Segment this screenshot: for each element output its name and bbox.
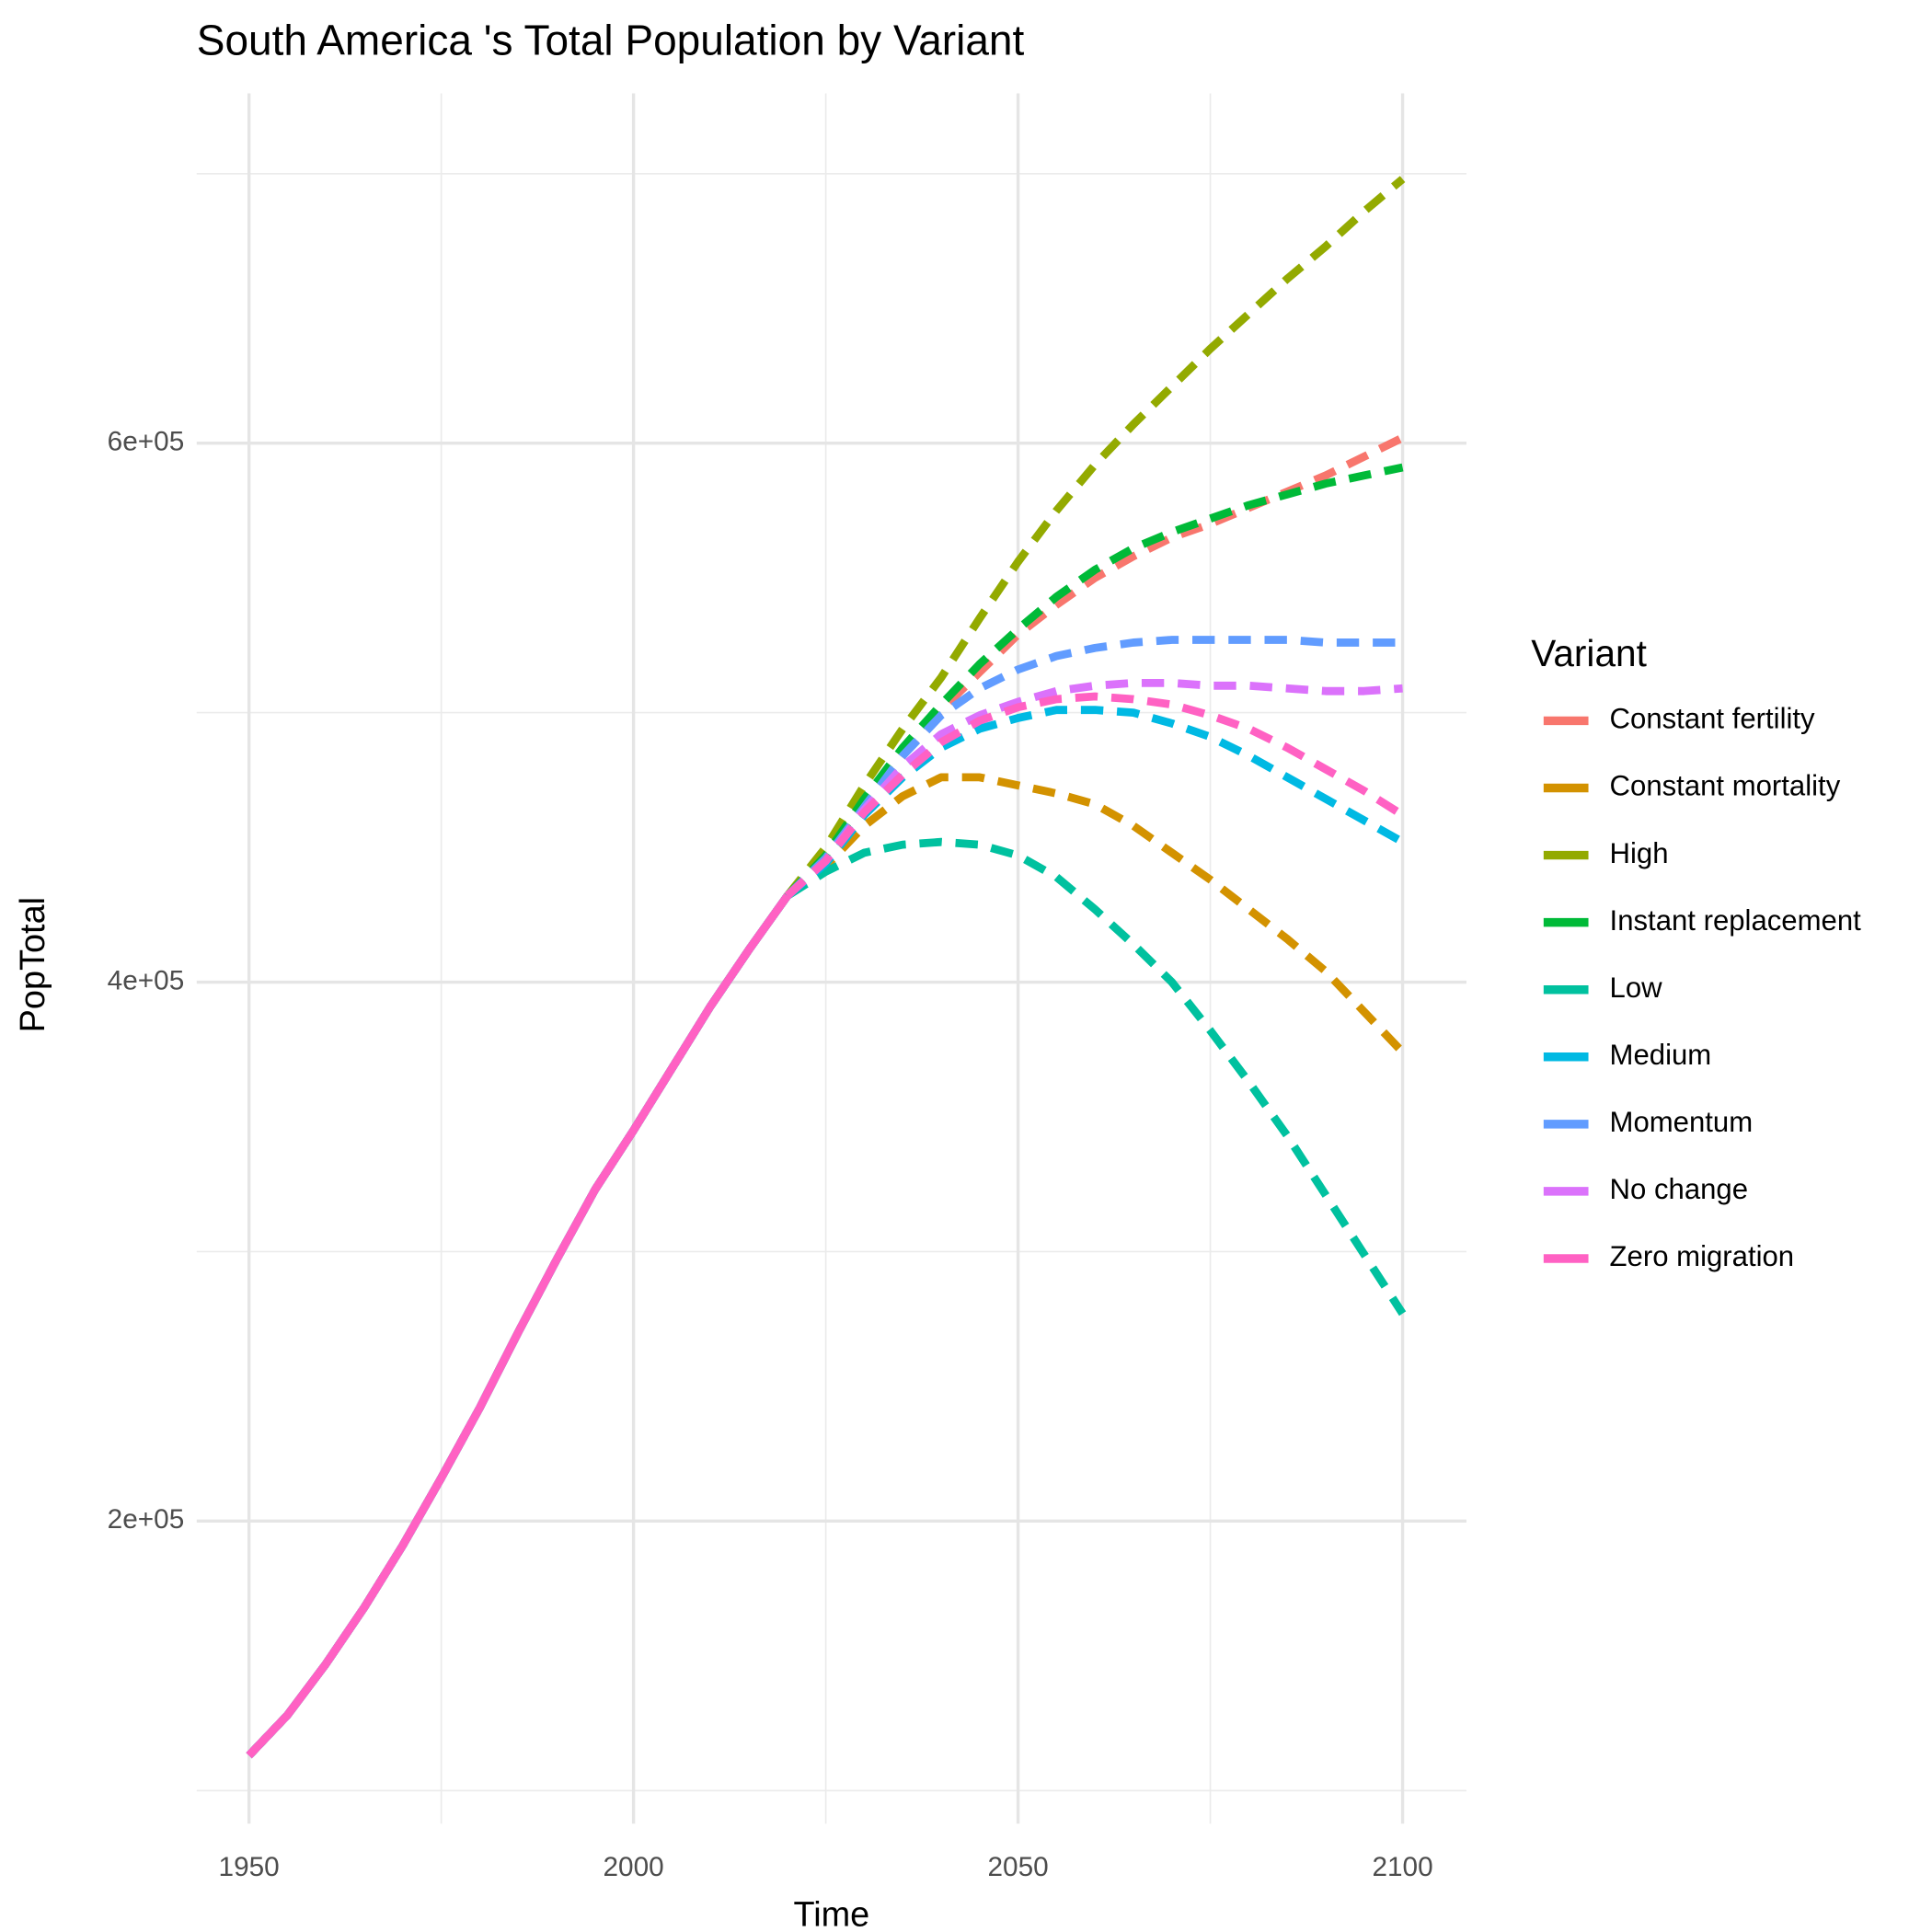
y-tick-label: 2e+05 xyxy=(108,1504,185,1535)
projection-line xyxy=(784,176,1406,899)
x-tick-label: 2000 xyxy=(604,1852,664,1882)
legend-label: No change xyxy=(1610,1173,1748,1205)
legend-label: Constant mortality xyxy=(1610,770,1841,802)
chart-title: South America 's Total Population by Var… xyxy=(197,17,1025,64)
projection-line xyxy=(785,837,1407,1317)
legend-label: Zero migration xyxy=(1610,1240,1795,1272)
legend-label: High xyxy=(1610,837,1669,869)
legend-label: Constant fertility xyxy=(1610,703,1815,735)
legend-title: Variant xyxy=(1531,632,1647,674)
x-tick-label: 2100 xyxy=(1372,1852,1432,1882)
x-axis-label: Time xyxy=(793,1896,869,1932)
y-tick-label: 4e+05 xyxy=(108,965,185,995)
x-tick-label: 1950 xyxy=(219,1852,280,1882)
legend-label: Medium xyxy=(1610,1039,1712,1071)
projection-line xyxy=(784,433,1405,899)
projection-line xyxy=(784,636,1403,899)
history-line xyxy=(246,893,791,1759)
legend-label: Low xyxy=(1610,972,1663,1004)
projection-line xyxy=(784,692,1405,900)
y-tick-label: 6e+05 xyxy=(108,427,185,457)
y-axis-label: PopTotal xyxy=(14,897,52,1032)
x-tick-label: 2050 xyxy=(987,1852,1048,1882)
legend-label: Instant replacement xyxy=(1610,904,1862,937)
projection-line xyxy=(784,463,1404,899)
projection-line xyxy=(784,706,1405,900)
legend-label: Momentum xyxy=(1610,1106,1754,1138)
projection-line xyxy=(784,678,1403,900)
